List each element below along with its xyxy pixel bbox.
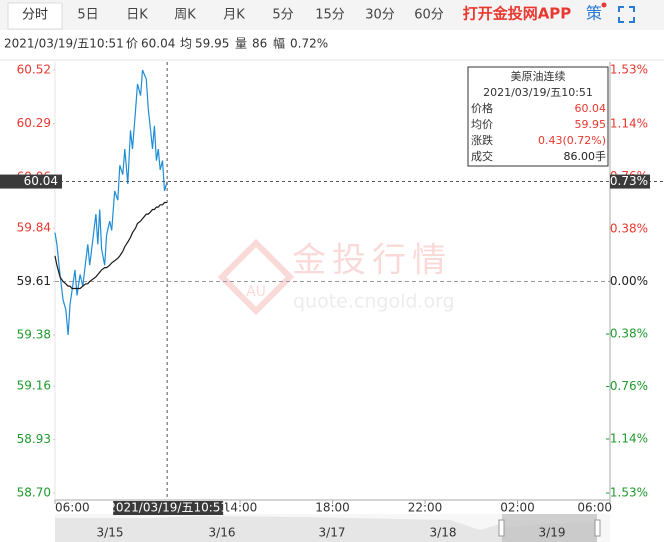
- y-tick-label: 59.61: [17, 274, 51, 288]
- y2-tick-label: 1.14%: [610, 116, 648, 130]
- tab[interactable]: 30分: [365, 8, 395, 23]
- tooltip-title: 美原油连续: [511, 69, 566, 83]
- badge: [601, 2, 607, 8]
- watermark: AU 金投行情 quote.cngold.org: [217, 238, 455, 316]
- navigator-handle[interactable]: [498, 519, 505, 537]
- x-tick-label: 22:00: [408, 501, 443, 515]
- tooltip-label: 涨跌: [471, 133, 493, 147]
- x-tick-label: 06:00: [577, 501, 612, 515]
- x-tick-label: 02:00: [500, 501, 535, 515]
- tooltip-value: 0.43(0.72%): [538, 134, 606, 147]
- y-tick-label: 59.84: [17, 221, 51, 235]
- watermark-logo-text: AU: [246, 284, 266, 300]
- y-tick-label: 59.38: [17, 327, 51, 341]
- series-line: [54, 201, 168, 290]
- info-label: 均: [180, 37, 192, 51]
- tab[interactable]: 分时: [22, 8, 48, 23]
- active-tab: [7, 2, 63, 30]
- y-tick-label: 58.93: [17, 432, 51, 446]
- y2-tick-label: -0.76%: [606, 379, 648, 393]
- tooltip: [467, 66, 609, 167]
- y2-tick-label: -1.14%: [606, 432, 648, 446]
- y2-tick-label: -1.53%: [606, 486, 648, 500]
- tooltip-value: 86.00手: [564, 149, 607, 163]
- tab[interactable]: 5日: [77, 8, 98, 23]
- y-tick-label: 58.70: [17, 486, 51, 500]
- watermark-url: quote.cngold.org: [293, 291, 455, 313]
- info-value: 0.72%: [290, 37, 328, 51]
- x-tick-label: 06:00: [55, 501, 90, 515]
- tooltip-label: 成交: [471, 149, 493, 163]
- crosshair-y2-label: 0.73%: [610, 174, 648, 188]
- tooltip-time: 2021/03/19/五10:51: [483, 86, 593, 99]
- crosshair-x-label: 2021/03/19/五10:51: [108, 501, 228, 515]
- tooltip-label: 价格: [471, 101, 493, 115]
- info-label: 量: [235, 37, 247, 51]
- y-tick-label: 60.52: [17, 63, 51, 77]
- y2-tick-label: 1.53%: [610, 63, 648, 77]
- tab[interactable]: 60分: [414, 8, 444, 23]
- navigator-handle[interactable]: [594, 519, 601, 537]
- tab-bar: [0, 0, 664, 30]
- info-value: 60.04: [141, 37, 175, 51]
- tooltip-value: 60.04: [575, 102, 607, 115]
- tab[interactable]: 周K: [174, 8, 196, 23]
- tab[interactable]: 15分: [315, 8, 345, 23]
- navigator: 3/15 3/16 3/17 3/18 3/19: [55, 514, 610, 542]
- series-line: [54, 69, 168, 336]
- y2-tick-label: 0.00%: [610, 274, 648, 288]
- tab[interactable]: 月K: [223, 8, 245, 23]
- y-tick-label: 60.29: [17, 116, 51, 130]
- y2-tick-label: 0.38%: [610, 221, 648, 235]
- info-label: 价: [126, 37, 138, 51]
- tooltip-label: 均价: [471, 118, 493, 131]
- tab[interactable]: 日K: [126, 8, 148, 23]
- fullscreen-icon[interactable]: [618, 6, 635, 23]
- navigator-area: [55, 516, 597, 542]
- tooltip-value: 59.95: [575, 118, 607, 131]
- info-label: 幅: [273, 36, 285, 51]
- crosshair-x-box: [113, 501, 224, 515]
- y2-tick-label: -0.38%: [606, 327, 648, 341]
- info-value: 59.95: [195, 37, 229, 51]
- strategy-button[interactable]: 策: [586, 4, 602, 23]
- navigator-date: 3/17: [319, 526, 346, 540]
- navigator-window[interactable]: [502, 514, 597, 542]
- crosshair-y2-box: [610, 174, 650, 189]
- navigator-date: 3/18: [430, 526, 457, 540]
- x-tick-label: 14:00: [223, 501, 258, 515]
- tab[interactable]: 5分: [272, 8, 293, 23]
- y-tick-label: 59.16: [17, 379, 51, 393]
- app-link[interactable]: 打开金投网APP: [463, 5, 572, 23]
- watermark-logo: [217, 238, 295, 316]
- navigator-date: 3/16: [209, 526, 236, 540]
- info-value: 86: [252, 37, 267, 51]
- x-tick-label: 18:00: [315, 501, 350, 515]
- crosshair-y-box: [0, 174, 62, 189]
- navigator-date: 3/19: [539, 526, 566, 540]
- navigator-date: 3/15: [97, 526, 124, 540]
- crosshair-y-label: 60.04: [24, 174, 58, 188]
- watermark-brand: 金投行情: [292, 241, 452, 281]
- info-time: 2021/03/19/五10:51: [4, 37, 124, 51]
